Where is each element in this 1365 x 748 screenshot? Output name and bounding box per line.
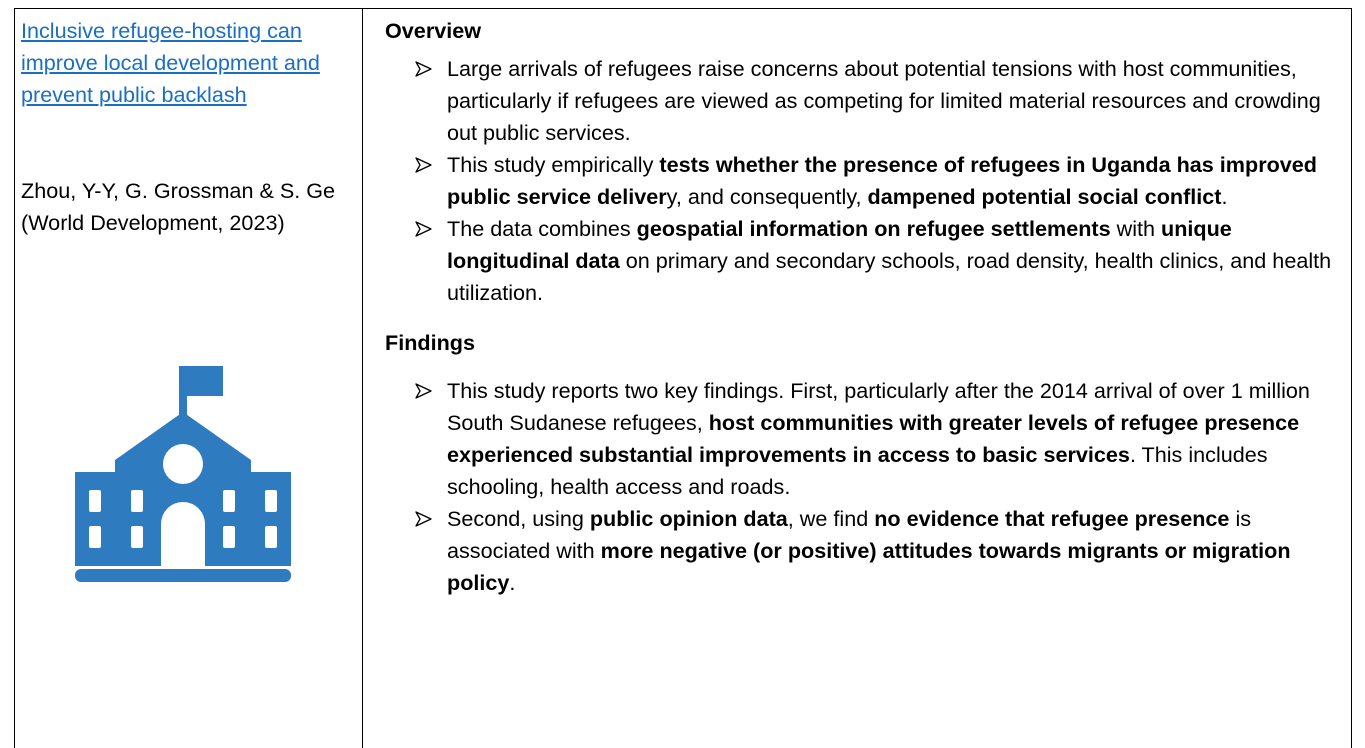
bullet-item: The data combines geospatial information… [385, 213, 1341, 309]
text: y, and consequently, [666, 184, 868, 209]
text: This study empirically [447, 152, 660, 177]
arrow-shape [415, 221, 432, 237]
document: Inclusive refugee-hosting can improve lo… [14, 8, 1352, 748]
bullet-item: This study reports two key findings. Fir… [385, 375, 1341, 503]
bold-text: no evidence that refugee presence [874, 506, 1230, 531]
bullet-item: Second, using public opinion data, we fi… [385, 503, 1341, 599]
arrow-shape [415, 383, 432, 399]
section-heading: Overview [385, 18, 482, 43]
left-cell: Inclusive refugee-hosting can improve lo… [15, 9, 363, 748]
bold-text: public opinion data [589, 506, 788, 531]
section: Findings This study reports two key findi… [385, 327, 1341, 599]
text: , we find [787, 506, 875, 531]
bold-text: tests whether the presence of refugees i… [447, 152, 1317, 209]
bullet-arrow [415, 221, 432, 237]
bullet-list: Large arrivals of refugees raise concern… [385, 53, 1341, 309]
text: . [509, 570, 516, 595]
paper-link[interactable]: Inclusive refugee-hosting can improve lo… [21, 18, 320, 107]
text: on primary and secondary schools, road d… [447, 248, 1332, 305]
section-heading: Findings [385, 330, 475, 355]
text: The data combines [447, 216, 637, 241]
arrow-shape [415, 157, 432, 173]
bullet-arrow [415, 383, 432, 399]
right-cell: Overview Large arrivals of refugees raise… [363, 9, 1351, 599]
bold-text: geospatial information on refugee settle… [636, 216, 1111, 241]
bold-text: unique longitudinal data [447, 216, 1232, 273]
citation: Zhou, Y-Y, G. Grossman & S. Ge (World De… [21, 178, 336, 235]
text: Second, using [447, 506, 590, 531]
bold-text: host communities with greater levels of … [447, 410, 1300, 467]
text: is associated with [447, 506, 1252, 563]
bullet-arrow [415, 511, 432, 527]
text: Large arrivals of refugees raise concern… [447, 56, 1321, 145]
arrow-shape [415, 511, 432, 527]
text: . This includes schooling, health access… [447, 442, 1268, 499]
bullet-list: This study reports two key findings. Fir… [385, 375, 1341, 599]
bullet-arrow [415, 61, 432, 77]
text: with [1110, 216, 1162, 241]
section: Overview Large arrivals of refugees raise… [385, 15, 1341, 309]
arrow-shape [415, 61, 432, 77]
bullet-item: Large arrivals of refugees raise concern… [385, 53, 1341, 149]
bold-text: dampened potential social conflict [867, 184, 1222, 209]
bullet-item: This study empirically tests whether the… [385, 149, 1341, 213]
bold-text: more negative (or positive) attitudes to… [447, 538, 1291, 595]
bullet-arrow [415, 157, 432, 173]
text: This study reports two key findings. Fir… [447, 378, 1310, 435]
text: . [1221, 184, 1228, 209]
school-icon [75, 366, 291, 582]
